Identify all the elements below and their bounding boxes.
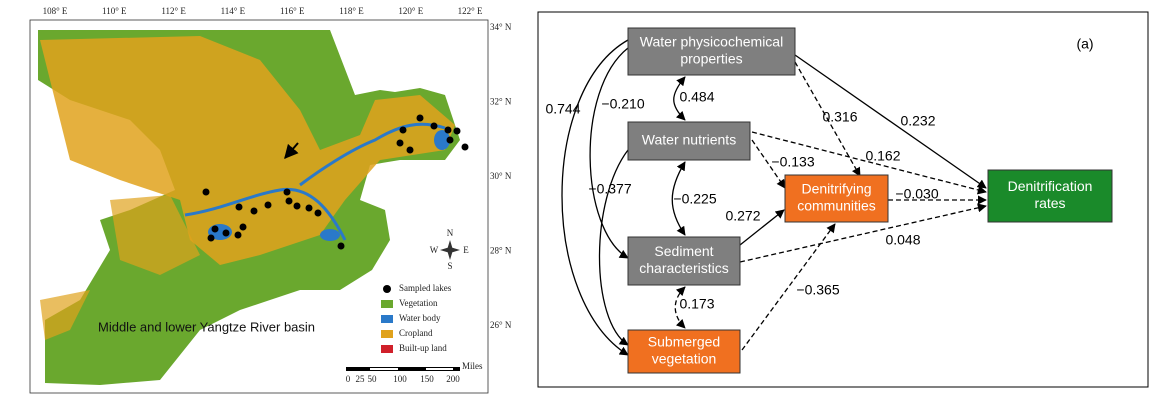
node-label: Denitrifying	[801, 181, 871, 197]
node-box	[784, 174, 889, 223]
path-diagram: (a) 0.744 −0.210 0.484 0.316 0.232 −0.133 0.162…	[545, 27, 1113, 374]
legend-label: Vegetation	[399, 298, 438, 308]
path-arrow	[739, 203, 987, 263]
scale-label: 25	[356, 374, 366, 384]
node-label: properties	[680, 51, 742, 67]
node-label: rates	[1034, 195, 1065, 211]
node-label: Denitrification	[1008, 178, 1093, 194]
cropland-area	[40, 195, 200, 340]
scale-label: 0	[346, 374, 351, 384]
latitude-label: 32° N	[490, 97, 512, 107]
path-arrow	[741, 223, 836, 351]
path-arrow	[598, 149, 629, 346]
node-box	[627, 236, 741, 286]
path-coefficient: −0.225	[673, 191, 716, 207]
path-arrow	[794, 61, 861, 177]
scale-label: 200	[446, 374, 460, 384]
latitude-label: 30° N	[490, 171, 512, 181]
node-label: vegetation	[652, 351, 717, 367]
node-label: characteristics	[639, 260, 728, 276]
legend-label: Water body	[399, 313, 441, 323]
river	[184, 122, 446, 241]
scale-unit: Miles	[462, 361, 483, 371]
path-arrow	[671, 161, 686, 236]
longitude-label: 122° E	[458, 6, 483, 16]
node-label: Water nutrients	[642, 132, 736, 148]
path-arrow	[673, 76, 686, 121]
scale-label: 150	[420, 374, 434, 384]
path-arrow	[674, 286, 686, 329]
cropland-area	[40, 36, 455, 265]
path-arrow	[751, 131, 987, 195]
map-panel: N SW E 108° E 110° E 112° E 114° E 116° E 118° …	[29, 6, 512, 394]
latitude-label: 34° N	[490, 22, 512, 32]
sampled-lakes	[202, 114, 469, 250]
path-coefficient: 0.316	[822, 109, 857, 125]
longitude-label: 110° E	[102, 6, 127, 16]
legend-label: Built-up land	[399, 343, 447, 353]
scale-label: 100	[393, 374, 407, 384]
path-coefficient: 0.484	[679, 89, 714, 105]
path-arrow	[794, 54, 987, 189]
compass-label: E	[463, 245, 469, 255]
node-label: Water physicochemical	[640, 34, 783, 50]
node-box	[627, 27, 796, 76]
latitude-label: 28° N	[490, 246, 512, 256]
node-label: Sediment	[654, 243, 713, 259]
legend-symbol	[381, 315, 393, 323]
path-coefficient: 0.744	[545, 101, 580, 117]
legend-symbol	[381, 345, 393, 353]
node-box	[987, 169, 1113, 223]
panel-label: (a)	[1076, 36, 1093, 52]
legend-symbol	[381, 300, 393, 308]
scale-bar-segment	[370, 368, 398, 370]
path-coefficient: 0.232	[900, 113, 935, 129]
compass-label: W	[430, 245, 439, 255]
scale-bar-segment	[426, 368, 453, 370]
path-coefficient: −0.365	[796, 282, 839, 298]
longitude-label: 118° E	[339, 6, 364, 16]
path-coefficient: 0.173	[679, 296, 714, 312]
path-arrow	[561, 39, 629, 356]
region-label: Middle and lower Yangtze River basin	[98, 319, 315, 334]
legend-symbol	[383, 285, 391, 293]
pointer-arrow	[284, 142, 299, 160]
path-arrow	[739, 209, 785, 246]
compass-label: N	[447, 228, 454, 238]
path-coefficient: −0.133	[771, 154, 814, 170]
longitude-label: 112° E	[161, 6, 186, 16]
path-arrow	[589, 47, 629, 259]
legend-symbol	[381, 330, 393, 338]
node-box	[627, 329, 741, 374]
path-coefficient: 0.048	[885, 232, 920, 248]
node-label: communities	[797, 198, 876, 214]
legend-label: Cropland	[399, 328, 433, 338]
compass: N SW E	[430, 228, 470, 271]
longitude-label: 120° E	[398, 6, 423, 16]
legend-label: Sampled lakes	[399, 283, 452, 293]
compass-label: S	[447, 261, 452, 271]
path-arrow	[751, 139, 786, 189]
path-coefficient: 0.272	[725, 208, 760, 224]
path-coefficient: −0.210	[601, 96, 644, 112]
path-coefficient: −0.030	[895, 186, 938, 202]
path-coefficient: −0.377	[588, 181, 631, 197]
lake	[320, 229, 340, 241]
scale-label: 50	[368, 374, 378, 384]
latitude-label: 26° N	[490, 320, 512, 330]
scale-bar	[346, 367, 460, 371]
lake	[434, 130, 450, 150]
longitude-label: 114° E	[221, 6, 246, 16]
node-box	[627, 121, 751, 161]
longitude-label: 108° E	[43, 6, 68, 16]
longitude-label: 116° E	[280, 6, 305, 16]
path-coefficient: 0.162	[865, 148, 900, 164]
node-label: Submerged	[648, 334, 720, 350]
